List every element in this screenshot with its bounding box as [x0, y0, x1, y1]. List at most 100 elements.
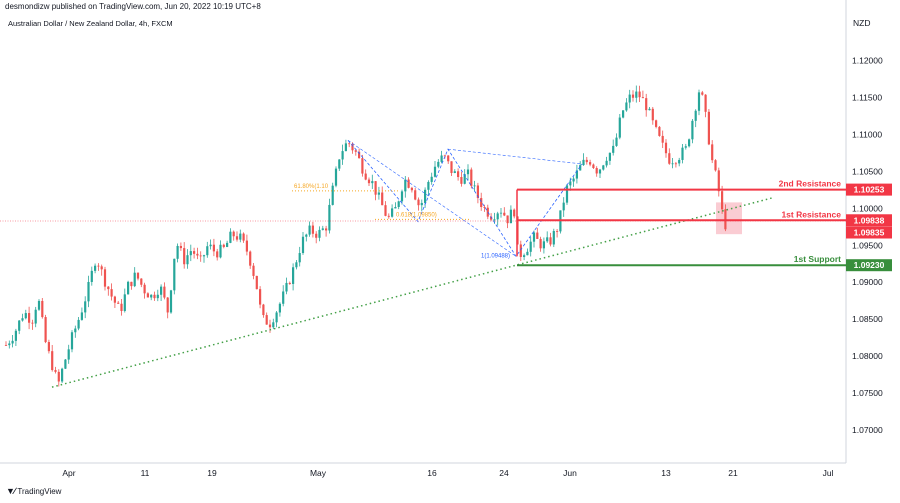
candle-body — [252, 265, 255, 276]
candle-body — [282, 291, 285, 304]
candle-body — [664, 142, 668, 154]
candle-body — [440, 155, 443, 162]
candle-body — [562, 202, 565, 211]
candle-body — [133, 272, 136, 287]
candle-body — [615, 137, 618, 146]
candle-body — [532, 232, 536, 242]
candle-body — [334, 168, 338, 186]
candle-body — [417, 199, 420, 206]
candle-body — [202, 255, 206, 257]
candle-body — [318, 229, 321, 238]
price-tick-label: 1.11000 — [852, 129, 882, 139]
candle-body — [64, 359, 67, 369]
candle-body — [371, 181, 374, 184]
candle-body — [457, 171, 460, 178]
candle-body — [186, 255, 189, 265]
candle-body — [156, 294, 159, 299]
candle-body — [216, 251, 219, 258]
candle-body — [506, 215, 509, 224]
candle-body — [480, 198, 483, 208]
candle-body — [536, 232, 539, 239]
candle-body — [219, 244, 222, 258]
candle-body — [268, 324, 272, 328]
candle-body — [361, 158, 364, 174]
candle-body — [453, 171, 456, 173]
candle-body — [259, 289, 262, 305]
candle-body — [163, 286, 166, 298]
candle-body — [295, 262, 298, 268]
candle-body — [113, 296, 116, 303]
time-tick-label: Jul — [823, 468, 834, 478]
candle-body — [661, 135, 664, 143]
level-price-tag — [846, 259, 892, 272]
candle-body — [21, 318, 24, 321]
candle-body — [28, 313, 31, 323]
reversal-zone — [716, 202, 742, 235]
candle-body — [585, 159, 588, 163]
candle-body — [631, 94, 635, 98]
candle-body — [476, 185, 479, 199]
candle-body — [381, 192, 384, 206]
candle-body — [348, 143, 351, 145]
candle-body — [671, 163, 674, 165]
candle-body — [169, 290, 173, 313]
candle-body — [67, 349, 70, 360]
candle-body — [90, 270, 93, 282]
candle-body — [499, 212, 503, 214]
candle-body — [556, 231, 559, 232]
candle-body — [222, 244, 225, 247]
candle-body — [87, 281, 90, 302]
time-tick-label: 24 — [499, 468, 509, 478]
candle-body — [57, 371, 60, 382]
candle-body — [513, 209, 516, 217]
candle-body — [694, 110, 697, 121]
candle-body — [189, 251, 192, 256]
candle-body — [226, 242, 229, 247]
candle-body — [400, 191, 404, 202]
candle-body — [565, 185, 569, 203]
candle-body — [470, 169, 473, 186]
candle-body — [107, 286, 110, 290]
currency-label: NZD — [853, 18, 871, 28]
candle-body — [582, 159, 585, 166]
candle-body — [473, 185, 476, 187]
candle-body — [460, 177, 463, 184]
candle-body — [80, 312, 83, 320]
level-price-text: 1.10253 — [854, 185, 885, 195]
candle-body — [262, 304, 265, 316]
candle-body — [364, 173, 367, 180]
candle-body — [298, 253, 301, 263]
candle-body — [34, 309, 37, 324]
candle-body — [598, 169, 602, 174]
candle-body — [414, 190, 417, 200]
fib-1-label: 1(1.09488) — [481, 253, 510, 259]
candle-body — [681, 147, 684, 160]
candle-body — [308, 225, 311, 235]
candle-body — [552, 231, 555, 245]
candle-body — [427, 181, 430, 190]
candle-body — [569, 181, 572, 186]
candle-body — [433, 166, 437, 177]
candle-body — [209, 244, 212, 247]
candle-body — [245, 240, 248, 252]
candle-body — [523, 255, 526, 257]
fib-61-label: 61.80%(1.10 — [294, 184, 329, 190]
current-price-tag — [846, 226, 892, 239]
candle-body — [47, 342, 50, 352]
candle-body — [450, 161, 453, 173]
candle-body — [285, 282, 288, 292]
candle-body — [117, 302, 120, 304]
candle-body — [447, 155, 450, 162]
candle-body — [305, 234, 308, 237]
time-tick-label: 21 — [728, 468, 738, 478]
candle-body — [103, 269, 107, 287]
tradingview-footer: ▼∕ TradingView — [6, 486, 61, 496]
candle-body — [688, 139, 691, 147]
candle-body — [391, 208, 394, 217]
candle-body — [625, 102, 628, 111]
candle-body — [18, 320, 21, 331]
level-label: 1st Resistance — [781, 209, 841, 219]
candle-body — [315, 233, 318, 238]
candle-body — [546, 237, 549, 242]
